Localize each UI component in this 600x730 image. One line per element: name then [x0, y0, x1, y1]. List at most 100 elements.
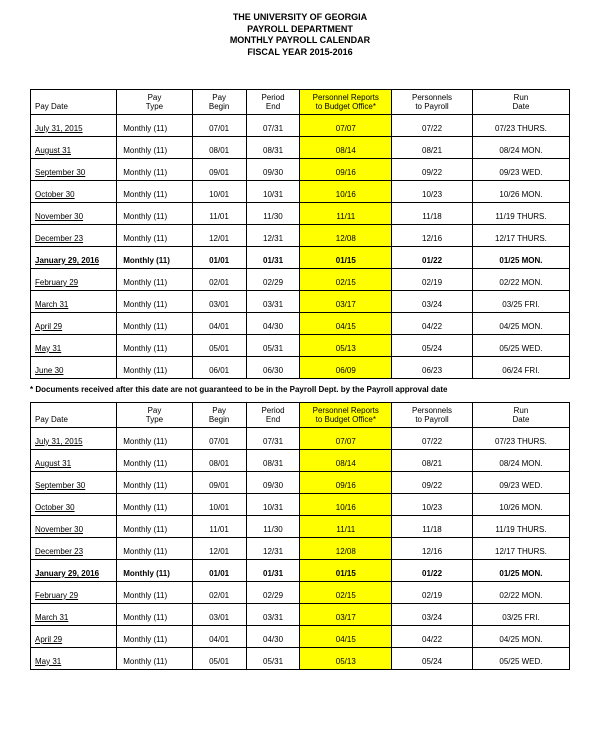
th-personnel-reports: Personnel Reportsto Budget Office* — [300, 402, 392, 427]
cell-to-payroll: 02/19 — [392, 581, 473, 603]
cell-paybegin: 02/01 — [192, 581, 246, 603]
cell-to-payroll: 03/24 — [392, 290, 473, 312]
th-to-payroll: Personnelsto Payroll — [392, 89, 473, 114]
cell-rundate: 04/25 MON. — [472, 625, 569, 647]
cell-periodend: 07/31 — [246, 427, 300, 449]
cell-paydate: July 31, 2015 — [31, 427, 117, 449]
cell-paytype: Monthly (11) — [117, 515, 192, 537]
th-periodend: PeriodEnd — [246, 402, 300, 427]
cell-periodend: 03/31 — [246, 290, 300, 312]
cell-periodend: 12/31 — [246, 537, 300, 559]
cell-paytype: Monthly (11) — [117, 180, 192, 202]
table-row: February 29Monthly (11)02/0102/2902/1502… — [31, 268, 570, 290]
cell-personnel-reports: 09/16 — [300, 471, 392, 493]
cell-personnel-reports: 10/16 — [300, 180, 392, 202]
cell-paybegin: 08/01 — [192, 136, 246, 158]
cell-personnel-reports: 04/15 — [300, 312, 392, 334]
cell-personnel-reports: 09/16 — [300, 158, 392, 180]
cell-periodend: 12/31 — [246, 224, 300, 246]
table-row: December 23Monthly (11)12/0112/3112/0812… — [31, 537, 570, 559]
cell-paydate: November 30 — [31, 515, 117, 537]
th-paydate: Pay Date — [31, 89, 117, 114]
header-line1: THE UNIVERSITY OF GEORGIA — [30, 12, 570, 24]
cell-paybegin: 07/01 — [192, 114, 246, 136]
cell-paytype: Monthly (11) — [117, 493, 192, 515]
th-paybegin: PayBegin — [192, 402, 246, 427]
table-row: November 30Monthly (11)11/0111/3011/1111… — [31, 515, 570, 537]
cell-paydate: March 31 — [31, 290, 117, 312]
cell-periodend: 07/31 — [246, 114, 300, 136]
cell-paytype: Monthly (11) — [117, 559, 192, 581]
cell-paybegin: 09/01 — [192, 471, 246, 493]
header-line4: FISCAL YEAR 2015-2016 — [30, 47, 570, 59]
cell-rundate: 01/25 MON. — [472, 559, 569, 581]
cell-paytype: Monthly (11) — [117, 427, 192, 449]
table-row: February 29Monthly (11)02/0102/2902/1502… — [31, 581, 570, 603]
cell-periodend: 03/31 — [246, 603, 300, 625]
table-row: November 30Monthly (11)11/0111/3011/1111… — [31, 202, 570, 224]
cell-periodend: 11/30 — [246, 202, 300, 224]
document-header: THE UNIVERSITY OF GEORGIA PAYROLL DEPART… — [30, 12, 570, 59]
cell-paytype: Monthly (11) — [117, 224, 192, 246]
cell-paybegin: 08/01 — [192, 449, 246, 471]
cell-periodend: 09/30 — [246, 158, 300, 180]
cell-periodend: 08/31 — [246, 136, 300, 158]
payroll-table-2: Pay DatePayTypePayBeginPeriodEndPersonne… — [30, 402, 570, 670]
cell-to-payroll: 12/16 — [392, 224, 473, 246]
cell-to-payroll: 11/18 — [392, 515, 473, 537]
cell-to-payroll: 08/21 — [392, 449, 473, 471]
cell-paybegin: 02/01 — [192, 268, 246, 290]
cell-paybegin: 11/01 — [192, 202, 246, 224]
cell-paydate: August 31 — [31, 449, 117, 471]
cell-periodend: 10/31 — [246, 493, 300, 515]
cell-paybegin: 12/01 — [192, 224, 246, 246]
cell-to-payroll: 10/23 — [392, 180, 473, 202]
th-rundate: RunDate — [472, 402, 569, 427]
cell-paytype: Monthly (11) — [117, 581, 192, 603]
cell-to-payroll: 01/22 — [392, 559, 473, 581]
cell-to-payroll: 07/22 — [392, 114, 473, 136]
cell-paytype: Monthly (11) — [117, 334, 192, 356]
table-row: October 30Monthly (11)10/0110/3110/1610/… — [31, 493, 570, 515]
cell-personnel-reports: 11/11 — [300, 515, 392, 537]
cell-personnel-reports: 01/15 — [300, 559, 392, 581]
cell-to-payroll: 12/16 — [392, 537, 473, 559]
table-row: May 31Monthly (11)05/0105/3105/1305/2405… — [31, 334, 570, 356]
cell-paydate: November 30 — [31, 202, 117, 224]
cell-personnel-reports: 02/15 — [300, 581, 392, 603]
cell-personnel-reports: 11/11 — [300, 202, 392, 224]
th-periodend: PeriodEnd — [246, 89, 300, 114]
cell-paybegin: 05/01 — [192, 334, 246, 356]
cell-paydate: January 29, 2016 — [31, 246, 117, 268]
cell-personnel-reports: 08/14 — [300, 136, 392, 158]
cell-personnel-reports: 01/15 — [300, 246, 392, 268]
cell-paybegin: 03/01 — [192, 290, 246, 312]
table-row: August 31Monthly (11)08/0108/3108/1408/2… — [31, 449, 570, 471]
cell-periodend: 11/30 — [246, 515, 300, 537]
table-row: December 23Monthly (11)12/0112/3112/0812… — [31, 224, 570, 246]
cell-paytype: Monthly (11) — [117, 158, 192, 180]
th-paytype: PayType — [117, 402, 192, 427]
cell-paydate: December 23 — [31, 537, 117, 559]
cell-rundate: 03/25 FRI. — [472, 603, 569, 625]
cell-paydate: September 30 — [31, 471, 117, 493]
cell-paytype: Monthly (11) — [117, 312, 192, 334]
cell-rundate: 02/22 MON. — [472, 581, 569, 603]
cell-paydate: March 31 — [31, 603, 117, 625]
cell-personnel-reports: 07/07 — [300, 114, 392, 136]
cell-paytype: Monthly (11) — [117, 202, 192, 224]
th-paybegin: PayBegin — [192, 89, 246, 114]
table-row: September 30Monthly (11)09/0109/3009/160… — [31, 158, 570, 180]
cell-to-payroll: 09/22 — [392, 158, 473, 180]
cell-paydate: October 30 — [31, 493, 117, 515]
cell-to-payroll: 04/22 — [392, 312, 473, 334]
cell-personnel-reports: 07/07 — [300, 427, 392, 449]
cell-personnel-reports: 08/14 — [300, 449, 392, 471]
cell-periodend: 01/31 — [246, 246, 300, 268]
cell-paybegin: 04/01 — [192, 625, 246, 647]
cell-paytype: Monthly (11) — [117, 625, 192, 647]
cell-periodend: 02/29 — [246, 268, 300, 290]
cell-personnel-reports: 03/17 — [300, 290, 392, 312]
cell-rundate: 04/25 MON. — [472, 312, 569, 334]
cell-to-payroll: 09/22 — [392, 471, 473, 493]
